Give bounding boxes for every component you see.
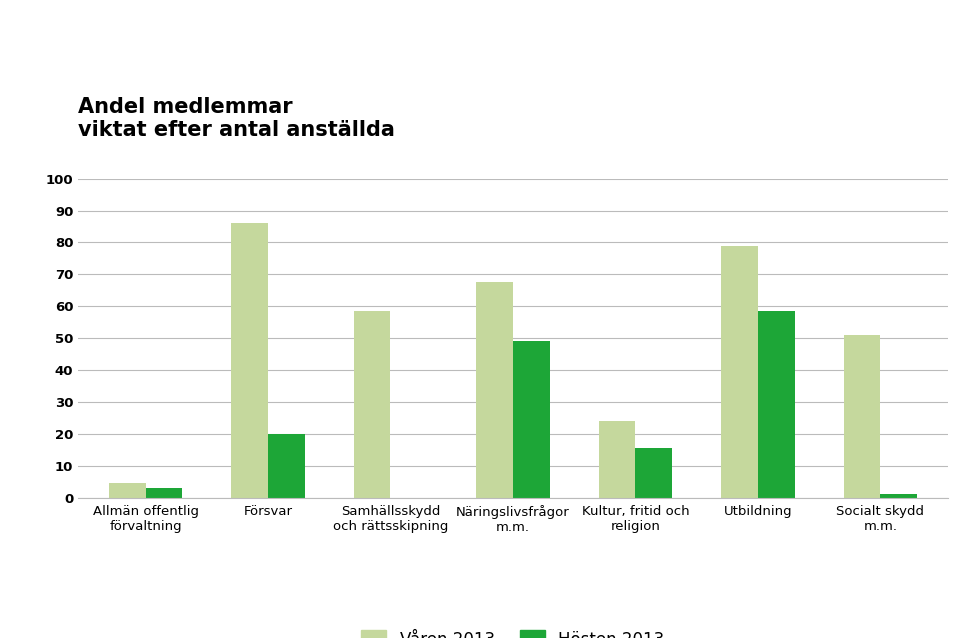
- Bar: [354, 311, 391, 498]
- Bar: [880, 494, 917, 498]
- Bar: [108, 484, 146, 498]
- Bar: [758, 311, 794, 498]
- Text: Andel medlemmar
viktat efter antal anställda: Andel medlemmar viktat efter antal anstä…: [78, 97, 395, 140]
- Bar: [635, 449, 672, 498]
- Bar: [721, 246, 758, 498]
- Bar: [268, 434, 305, 498]
- Bar: [599, 421, 635, 498]
- Bar: [513, 341, 550, 498]
- Bar: [232, 223, 268, 498]
- Bar: [476, 283, 513, 498]
- Bar: [146, 488, 183, 498]
- Legend: Våren 2013, Hösten 2013: Våren 2013, Hösten 2013: [355, 624, 671, 638]
- Bar: [843, 335, 880, 498]
